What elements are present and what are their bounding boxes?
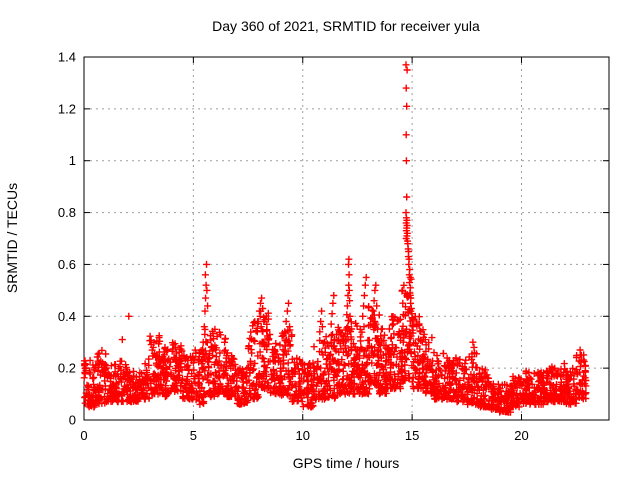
data-points-layer [80, 61, 590, 416]
data-point-markers [80, 61, 590, 416]
x-tick-label: 5 [190, 428, 197, 443]
plot-border [83, 56, 610, 421]
x-tick-label: 10 [296, 428, 310, 443]
y-tick-label: 0.6 [58, 257, 76, 272]
y-tick-label: 0 [69, 413, 76, 428]
y-axis-label: SRMTID / TECUs [4, 183, 20, 293]
y-tick-label: 1 [69, 153, 76, 168]
x-axis-label: GPS time / hours [293, 455, 400, 471]
tick-labels: 0 5 10 15 20 0 0.2 0.4 0.6 0.8 1 1.2 1.4 [58, 50, 529, 444]
chart-title: Day 360 of 2021, SRMTID for receiver yul… [212, 18, 480, 34]
x-tick-label: 15 [405, 428, 419, 443]
x-tick-label: 0 [80, 428, 87, 443]
y-tick-label: 1.2 [58, 101, 76, 116]
y-tick-label: 1.4 [58, 50, 76, 65]
tick-marks [83, 56, 609, 421]
y-tick-label: 0.2 [58, 361, 76, 376]
y-tick-label: 0.8 [58, 205, 76, 220]
grid-lines [84, 57, 609, 420]
y-tick-label: 0.4 [58, 309, 76, 324]
x-tick-label: 20 [514, 428, 528, 443]
